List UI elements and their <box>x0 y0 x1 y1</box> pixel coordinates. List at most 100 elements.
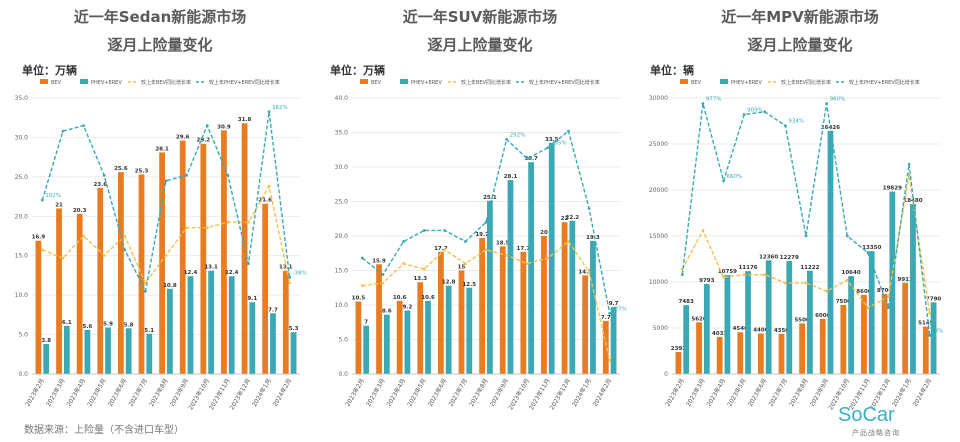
bar-phev <box>910 203 916 374</box>
growth-point <box>907 162 911 166</box>
x-tick-label: 2023年4月 <box>65 377 87 408</box>
bar-phev <box>445 285 452 374</box>
legend-swatch <box>400 79 408 84</box>
growth-label: 660% <box>727 174 743 180</box>
data-label: 12360 <box>759 254 778 260</box>
unit-label: 单位：辆 <box>650 64 694 77</box>
data-label: 5620 <box>691 316 706 322</box>
growth-label: 102% <box>45 193 61 199</box>
legend-entry: BEV <box>40 79 62 86</box>
bar-bev <box>716 336 723 374</box>
bar-phev <box>930 302 937 374</box>
data-label: 5.6 <box>83 324 93 330</box>
growth-point <box>907 173 911 177</box>
bar-bev <box>922 326 929 374</box>
legend-entry: 较上年PHEV+EREV同比增长率 <box>516 79 600 86</box>
data-label: 28.1 <box>155 146 169 152</box>
data-label: 23.6 <box>93 182 107 188</box>
x-tick-label: 2023年2月 <box>664 377 686 408</box>
x-tick-label: 2023年5月 <box>725 377 747 408</box>
bar-phev <box>404 310 411 374</box>
data-label: 10.8 <box>163 283 177 289</box>
bar-phev <box>270 313 276 374</box>
growth-point <box>123 234 127 238</box>
growth-point <box>247 220 250 224</box>
x-tick-label: 2023年3月 <box>684 377 706 408</box>
growth-point <box>928 333 932 337</box>
chart-subtitle: 逐月上险量变化 <box>747 36 853 54</box>
x-tick-label: 2023年2月 <box>344 377 366 408</box>
growth-point <box>783 124 787 127</box>
data-label: 12279 <box>780 255 799 261</box>
bar-phev <box>383 314 390 374</box>
bar-phev <box>43 344 50 374</box>
source-footnote: 数据来源：上险量（不含进口车型） <box>24 425 184 436</box>
x-tick-label: 2023年2月 <box>24 377 46 408</box>
data-label: 19829 <box>883 186 902 192</box>
bar-phev <box>745 271 751 374</box>
legend-entry: PHEV+EREV <box>80 79 122 86</box>
data-label: 33.5 <box>545 137 559 143</box>
x-tick-label: 2024年2月 <box>271 377 293 408</box>
bar-bev <box>76 213 83 374</box>
bar-bev <box>376 264 382 374</box>
x-tick-label: 2023年9月 <box>168 377 190 408</box>
growth-point <box>143 289 147 293</box>
data-label: 12.4 <box>225 270 239 276</box>
growth-point <box>887 306 890 310</box>
growth-point <box>61 129 65 133</box>
bar-phev <box>786 261 793 374</box>
unit-label: 单位：万辆 <box>22 64 77 77</box>
growth-point <box>484 220 488 224</box>
bar-bev <box>262 203 269 374</box>
bar-bev <box>819 318 826 374</box>
bar-bev <box>561 222 568 374</box>
y-tick-label: 40.0 <box>335 95 349 102</box>
bar-bev <box>840 305 847 374</box>
data-label: 22.2 <box>566 215 580 221</box>
y-tick-label: 0 <box>664 371 668 378</box>
y-tick-label: 25.0 <box>15 174 29 181</box>
bar-phev <box>487 200 493 374</box>
data-label: 13.3 <box>413 276 427 282</box>
bar-phev <box>290 332 297 374</box>
growth-point <box>422 229 426 232</box>
chart-subtitle: 逐月上险量变化 <box>427 36 533 54</box>
y-tick-label: 30.0 <box>335 164 349 171</box>
data-label: 8600 <box>856 289 871 295</box>
data-label: 31.8 <box>238 117 252 123</box>
bar-phev <box>105 327 111 374</box>
growth-point <box>463 240 467 243</box>
data-label: 11222 <box>800 265 819 271</box>
bar-phev <box>125 328 132 374</box>
legend-label: 较上年PHEV+EREV同比增长率 <box>209 79 280 86</box>
growth-point <box>567 129 570 133</box>
growth-point <box>546 256 550 260</box>
data-label: 7790 <box>926 296 941 302</box>
bar-bev <box>757 333 764 374</box>
legend-label: BEV <box>691 80 702 86</box>
bar-bev <box>437 251 444 374</box>
growth-point <box>804 234 808 238</box>
data-label: 29.2 <box>197 138 211 144</box>
legend-label: PHEV+EREV <box>91 80 122 86</box>
growth-point <box>763 273 767 277</box>
growth-label: -38% <box>293 270 307 276</box>
x-tick-label: 2023年5月 <box>85 377 107 408</box>
x-tick-label: 2023年7月 <box>767 377 789 408</box>
growth-point <box>463 262 467 265</box>
growth-point <box>402 262 405 265</box>
x-tick-label: 2024年2月 <box>911 377 933 408</box>
bar-bev <box>200 143 207 374</box>
data-label: 21.6 <box>258 198 272 204</box>
growth-point <box>701 102 705 105</box>
data-label: 3.8 <box>41 338 51 344</box>
legend-label: 较上年BEV同比增长率 <box>781 79 831 86</box>
growth-point <box>102 253 106 257</box>
bar-phev <box>363 325 370 374</box>
bar-phev <box>703 283 710 374</box>
growth-point <box>288 281 292 285</box>
bar-bev <box>35 240 42 374</box>
growth-point <box>763 110 767 114</box>
legend: BEV PHEV+EREV 较上年BEV同比增长率 较上年PHEV+EREV同比增长率 <box>360 79 600 86</box>
